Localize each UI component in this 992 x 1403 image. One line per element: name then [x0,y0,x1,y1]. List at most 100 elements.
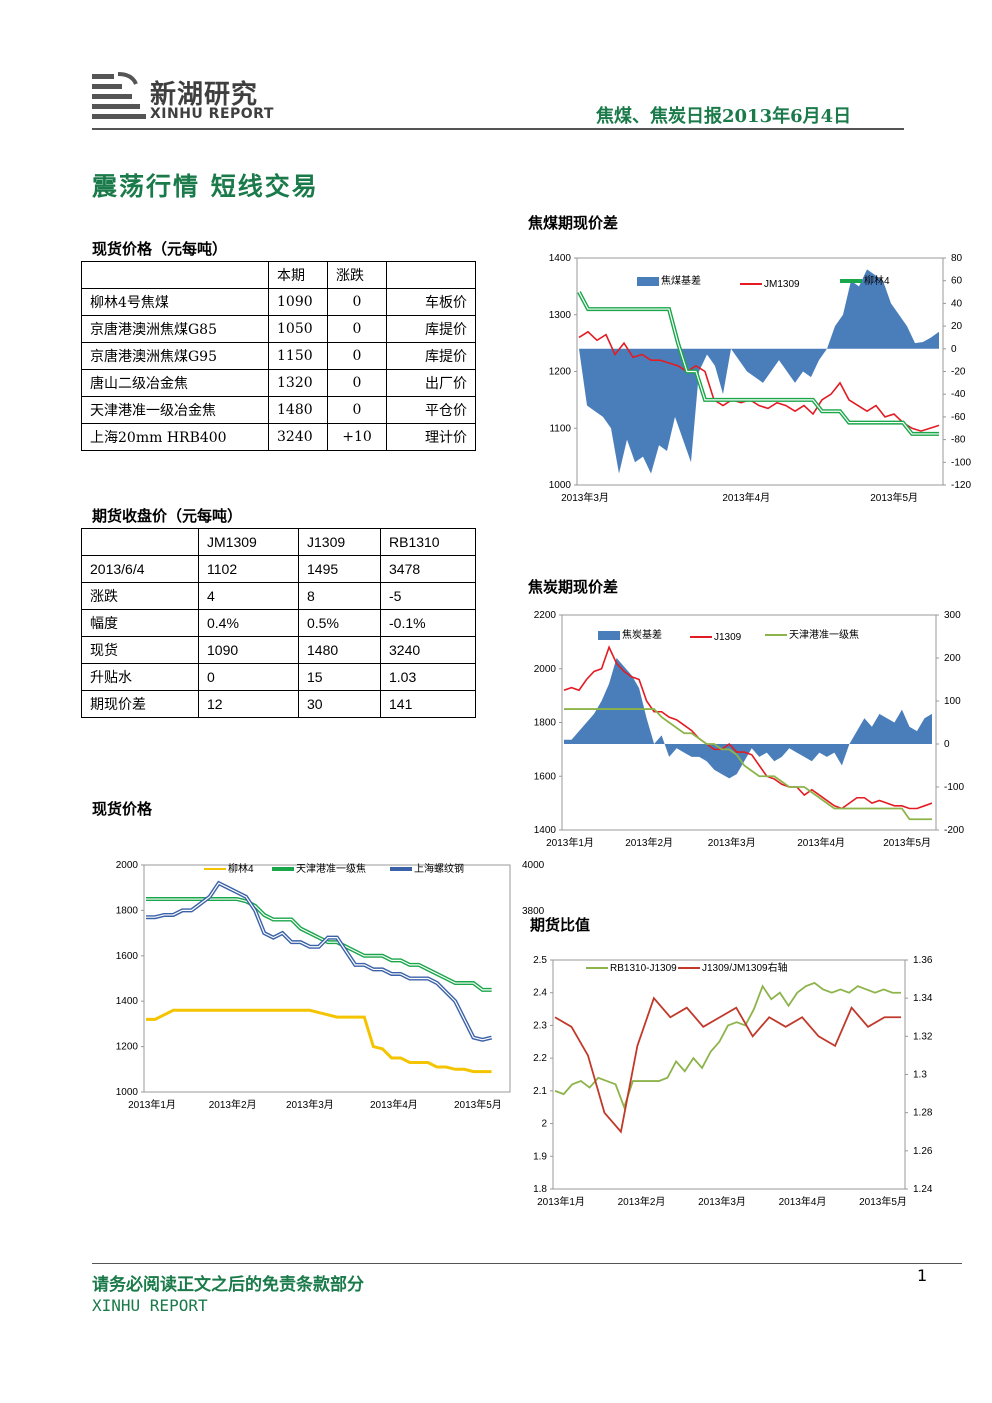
table-cell: 天津港准一级冶金焦 [81,396,269,424]
table-cell: 1102 [198,555,299,583]
table-cell: 1090 [268,288,328,316]
series-line [578,330,940,432]
table-cell: 京唐港澳洲焦煤G95 [81,342,269,370]
table-cell: 库提价 [386,315,476,343]
y-tick-label: 1600 [116,951,139,962]
table-cell: 0.5% [298,609,381,637]
table-cell: 1495 [298,555,381,583]
table-cell: -5 [380,582,476,610]
table-cell: 0 [327,315,387,343]
x-tick-label: 2013年4月 [370,1098,418,1111]
x-tick-label: 2013年3月 [698,1195,746,1208]
y-tick-label: 1.8 [533,1184,547,1195]
table-row: 涨跌 4 8 -5 [81,582,476,610]
table-header-cell [81,261,269,289]
y-tick-label: 2000 [534,664,557,675]
table-row: 柳林4号焦煤 1090 0 车板价 [81,288,476,316]
table-cell: 0 [327,288,387,316]
y2-tick-label: 1.3 [913,1070,927,1081]
logo: 新湖研究 XINHU REPORT [92,70,292,126]
x-tick-label: 2013年1月 [546,836,594,849]
y-tick-label: 1000 [116,1087,139,1098]
x-tick-label: 2013年2月 [618,1195,666,1208]
x-tick-label: 2013年5月 [883,836,931,849]
table-cell: 3478 [380,555,476,583]
footer-divider [92,1263,962,1264]
y2-tick-label: 1.34 [913,993,933,1004]
legend-label: JM1309 [764,279,800,290]
table-cell: 1.03 [380,663,476,691]
table-cell: 1050 [268,315,328,343]
x-tick-label: 2013年2月 [209,1098,257,1111]
series-line [554,996,901,1134]
y-tick-label: 1400 [549,253,572,264]
x-tick-label: 2013年4月 [797,836,845,849]
series-area [564,658,932,779]
y-tick-label: 1200 [549,367,572,378]
y-tick-label: 2.5 [533,955,547,966]
x-tick-label: 2013年4月 [722,491,770,504]
page-headline: 震荡行情 短线交易 [92,172,319,201]
series-area [579,269,939,474]
table-cell: 上海20mm HRB400 [81,423,269,451]
y2-tick-label: -60 [951,412,966,423]
y-tick-label: 2200 [534,610,557,621]
table-cell: 现货 [81,636,199,664]
legend-label: 焦煤基差 [661,274,701,287]
futures-price-table: JM1309 J1309 RB1310 2013/6/4 1102 1495 3478… [81,528,476,718]
series-line-outer [146,880,493,1042]
footer-brand: XINHU REPORT [92,1296,208,1315]
y-tick-label: 2.3 [533,1020,547,1031]
y2-tick-label: 1.32 [913,1031,933,1042]
y2-tick-label: -80 [951,435,966,446]
y2-tick-label: 80 [951,253,963,264]
y2-tick-label: -100 [951,457,971,468]
legend-label: 天津港准一级焦 [789,628,859,641]
table-cell: 1480 [298,636,381,664]
series-line [564,708,932,821]
table-header-cell: 涨跌 [327,261,387,289]
series-line-inner [578,291,939,435]
y2-tick-label: 1.24 [913,1184,933,1195]
table-header-cell: 本期 [268,261,328,289]
y-tick-label: 1400 [116,996,139,1007]
futures-ratio-chart: 1.8 1.9 2 2.1 2.2 2.3 2.4 2.5 1.24 1.26 1.28 1.3 1.3… [533,955,933,1208]
y-tick-label: 1000 [549,480,572,491]
y-tick-label: 1400 [534,825,557,836]
y-tick-label: 1200 [116,1042,139,1053]
plot-area [143,864,511,1093]
spot-table-title: 现货价格（元每吨） [92,240,228,258]
table-header-cell: RB1310 [380,528,476,556]
y-tick-label: 1600 [534,771,557,782]
series-line [563,645,933,810]
y2-tick-label: 100 [944,696,961,707]
table-cell: 0.4% [198,609,299,637]
table-cell: 8 [298,582,381,610]
table-cell: 1320 [268,369,328,397]
table-row: 现货 1090 1480 3240 [81,636,476,664]
y2-tick-label: 0 [944,739,950,750]
legend-swatch [637,277,659,286]
y-tick-label: 1800 [534,718,557,729]
table-header-cell: JM1309 [198,528,299,556]
y-tick-label: 2.4 [533,988,547,999]
y2-tick-label: 20 [951,321,963,332]
y2-tick-label: 1.36 [913,955,933,966]
legend-label: RB1310-J1309 [610,963,677,974]
table-cell: 2013/6/4 [81,555,199,583]
table-row: 京唐港澳洲焦煤G95 1150 0 库提价 [81,342,476,370]
series-line [554,981,901,1110]
x-tick-label: 2013年1月 [537,1195,585,1208]
logo-text: 新湖研究 [150,80,259,110]
table-cell: 升贴水 [81,663,199,691]
y2-tick-label: 60 [951,276,963,287]
y-tick-label: 1300 [549,310,572,321]
x-tick-label: 2013年3月 [708,836,756,849]
y-tick-label: 2000 [116,860,139,871]
x-tick-label: 2013年1月 [128,1098,176,1111]
table-cell: 京唐港澳洲焦煤G85 [81,315,269,343]
y-tick-label: 2 [541,1119,547,1130]
y-tick-label: 1.9 [533,1151,547,1162]
table-cell: 30 [298,690,381,718]
table-cell: 141 [380,690,476,718]
